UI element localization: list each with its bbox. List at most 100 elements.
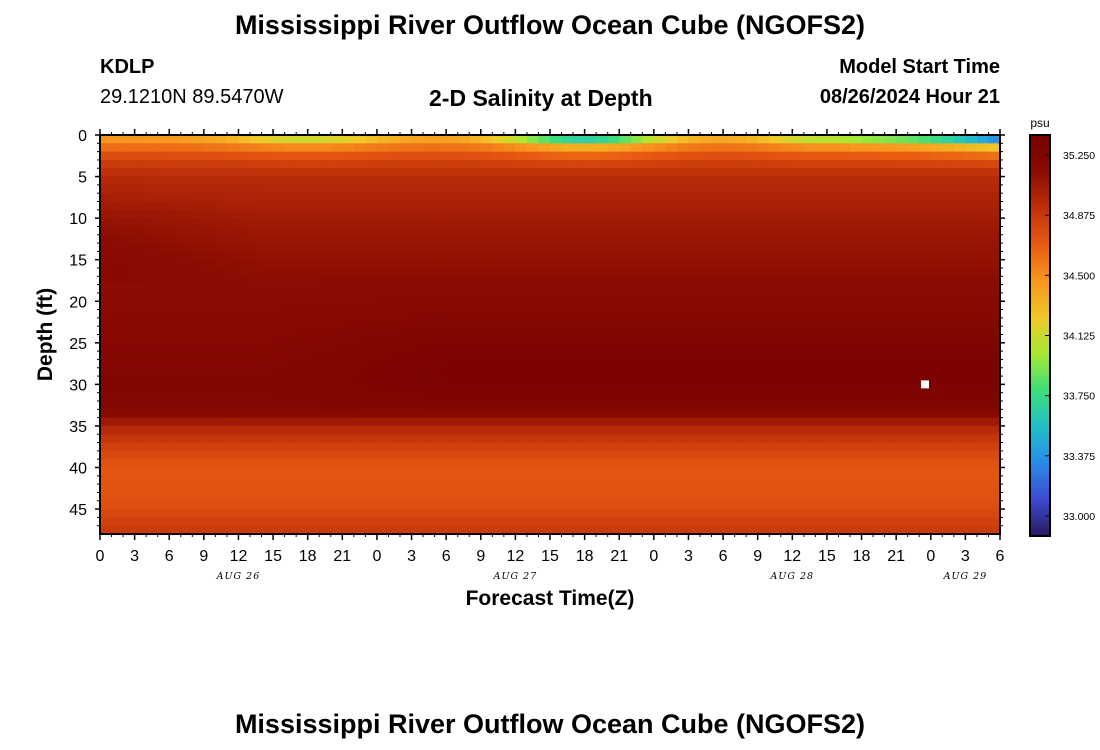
heatmap-cell [953, 226, 966, 236]
heatmap-cell [480, 351, 493, 361]
heatmap-cell [976, 442, 990, 452]
heatmap-cell [942, 135, 955, 144]
heatmap-cell [296, 326, 309, 336]
heatmap-cell [353, 434, 366, 444]
heatmap-cell [342, 492, 355, 502]
heatmap-cell [988, 209, 1001, 219]
heatmap-cell [284, 326, 297, 336]
heatmap-cell [446, 276, 459, 286]
heatmap-cell [134, 259, 147, 269]
heatmap-cell [861, 492, 874, 502]
heatmap-cell [953, 409, 966, 419]
heatmap-cell [538, 284, 551, 294]
heatmap-cell [400, 376, 413, 385]
heatmap-cell [330, 218, 343, 228]
heatmap-cell [803, 243, 816, 252]
heatmap-cell [353, 268, 366, 277]
heatmap-cell [261, 317, 274, 327]
heatmap-cell [169, 525, 182, 535]
heatmap-cell [907, 234, 920, 244]
heatmap-cell [330, 376, 343, 385]
heatmap-cell [988, 425, 1001, 435]
heatmap-cell [353, 401, 366, 410]
heatmap-cell [157, 492, 170, 502]
heatmap-cell [711, 292, 724, 302]
x-tick-label: 0 [372, 548, 381, 565]
heatmap-cell [192, 159, 205, 169]
heatmap-cell [896, 467, 909, 477]
heatmap-cell [711, 434, 724, 444]
heatmap-cell [700, 484, 713, 494]
heatmap-cell [642, 259, 655, 269]
heatmap-cell [803, 409, 816, 419]
heatmap-cell [607, 309, 620, 319]
heatmap-cell [261, 509, 274, 518]
heatmap-cell [573, 168, 586, 178]
heatmap-cell [388, 401, 401, 410]
heatmap-cell [296, 151, 309, 161]
heatmap-cell [457, 243, 470, 252]
heatmap-cell [169, 276, 182, 286]
heatmap-cell [584, 326, 597, 336]
heatmap-cell [953, 459, 966, 469]
heatmap-cell [734, 292, 747, 302]
heatmap-cell [353, 525, 366, 535]
heatmap-cell [700, 243, 713, 252]
heatmap-cell [873, 492, 886, 502]
heatmap-cell [757, 151, 770, 161]
heatmap-cell [700, 159, 713, 169]
heatmap-cell [457, 367, 470, 377]
heatmap-cell [861, 234, 874, 244]
heatmap-cell [653, 367, 666, 377]
heatmap-cell [769, 417, 782, 427]
heatmap-cell [480, 484, 493, 494]
heatmap-cell [861, 392, 874, 402]
heatmap-cell [976, 234, 990, 244]
heatmap-cell [411, 467, 424, 477]
heatmap-cell [319, 243, 332, 252]
heatmap-cell [226, 442, 240, 452]
heatmap-cell [157, 259, 170, 269]
heatmap-cell [376, 367, 390, 377]
heatmap-cell [561, 143, 574, 153]
heatmap-cell [665, 409, 678, 419]
heatmap-cell [723, 417, 736, 427]
heatmap-cell [215, 209, 228, 219]
heatmap-cell [192, 326, 205, 336]
heatmap-cell [423, 525, 436, 535]
heatmap-cell [457, 309, 470, 319]
heatmap-cell [988, 284, 1001, 294]
heatmap-cell [203, 450, 216, 460]
heatmap-cell [192, 425, 205, 435]
heatmap-cell [353, 351, 366, 361]
heatmap-cell [838, 525, 851, 535]
heatmap-cell [457, 193, 470, 203]
heatmap-cell [953, 135, 966, 144]
heatmap-cell [619, 151, 632, 161]
heatmap-cell [492, 184, 505, 194]
heatmap-cell [180, 251, 193, 261]
heatmap-cell [250, 176, 263, 186]
y-tick-label: 35 [69, 419, 87, 436]
heatmap-cell [757, 193, 770, 203]
heatmap-cell [100, 209, 113, 219]
heatmap-cell [192, 392, 205, 402]
heatmap-cell [480, 218, 493, 228]
heatmap-cell [503, 434, 516, 444]
footer-title: Mississippi River Outflow Ocean Cube (NG… [234, 709, 866, 739]
heatmap-cell [688, 342, 701, 352]
heatmap-cell [919, 135, 932, 144]
heatmap-cell [861, 184, 874, 194]
heatmap-cell [434, 351, 447, 361]
heatmap-cell [723, 234, 736, 244]
heatmap-cell [861, 326, 874, 336]
heatmap-cell [215, 442, 228, 452]
heatmap-cell [226, 209, 240, 219]
heatmap-cell [457, 284, 470, 294]
heatmap-cell [250, 317, 263, 327]
heatmap-cell [273, 359, 286, 369]
heatmap-cell [411, 384, 424, 394]
heatmap-cell [630, 251, 643, 261]
heatmap-cell [826, 151, 840, 161]
heatmap-cell [930, 326, 943, 336]
